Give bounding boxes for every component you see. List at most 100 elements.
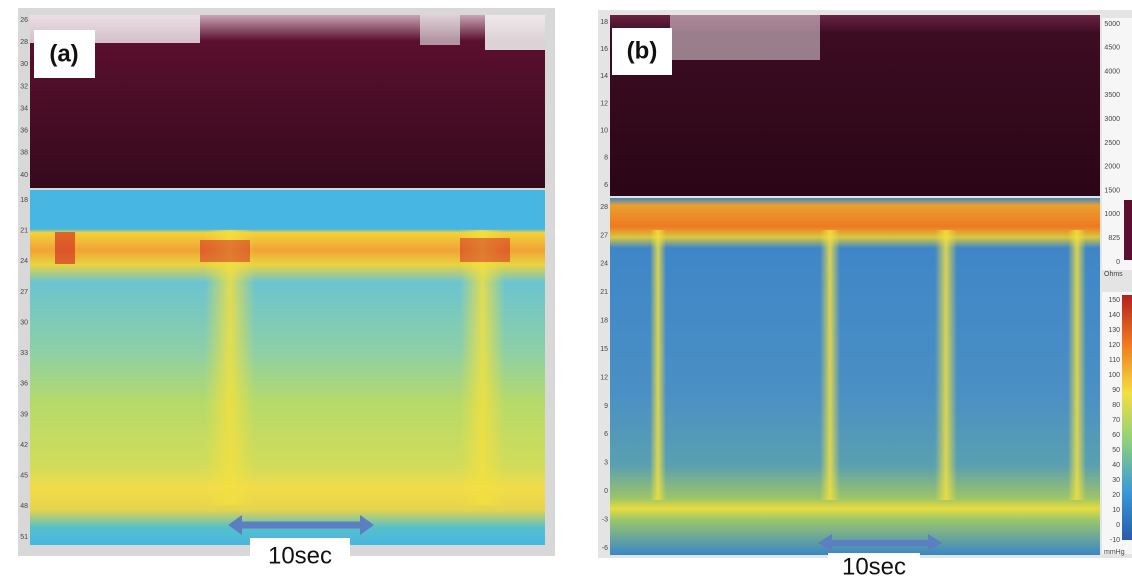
scale-label: 10sec [842, 553, 906, 580]
pressure-stripe [205, 230, 255, 505]
axis-tick-label: 48 [20, 503, 28, 510]
pressure-stripe [935, 230, 957, 500]
axis-tick-label: 50 [1112, 447, 1120, 454]
axis-tick-label: 18 [600, 318, 608, 325]
colorbar-unit: mmHg [1104, 549, 1125, 556]
impedance-highlight [485, 15, 545, 50]
label-box [34, 30, 95, 78]
axis-tick-label: 2000 [1104, 164, 1120, 171]
axis-tick-label: 30 [1112, 477, 1120, 484]
axis-tick-label: 120 [1108, 342, 1120, 349]
axis-tick-label: 12 [600, 374, 608, 381]
axis-tick-label: 16 [600, 46, 608, 53]
axis-tick-label: 28 [600, 204, 608, 211]
scale-arrowhead [928, 534, 942, 552]
axis-tick-label: 0 [604, 488, 608, 495]
axis-tick-label: -3 [602, 516, 608, 523]
pressure-map [610, 198, 1100, 555]
axis-tick-label: 825 [1108, 235, 1120, 242]
axis-tick-label: 3500 [1104, 92, 1120, 99]
axis-tick-label: 10 [1112, 507, 1120, 514]
panel-a: (a) 10sec [18, 8, 555, 576]
panel-label: (b) [627, 37, 658, 64]
axis-tick-label: 30 [20, 61, 28, 68]
axis-tick-label: 36 [20, 128, 28, 135]
axis-tick-label: 1000 [1104, 211, 1120, 218]
axis-tick-label: 24 [20, 258, 28, 265]
axis-tick-label: 42 [20, 442, 28, 449]
impedance-highlight [420, 15, 460, 45]
axis-tick-label: 51 [20, 534, 28, 541]
axis-tick-label: 12 [600, 100, 608, 107]
axis-tick-label: -10 [1110, 537, 1120, 544]
panel-b: (b) 10sec [598, 10, 1132, 581]
axis-tick-label: 0 [1116, 522, 1120, 529]
axis-tick-label: 30 [20, 319, 28, 326]
axis-tick-label: 21 [20, 227, 28, 234]
axis-tick-label: 20 [1112, 492, 1120, 499]
axis-tick-label: 36 [20, 381, 28, 388]
axis-tick-label: 3 [604, 460, 608, 467]
scale-box [250, 538, 350, 576]
scale-arrowhead [818, 534, 832, 552]
impedance-highlight [670, 15, 820, 60]
axis-tick-label: 32 [20, 83, 28, 90]
axis-tick-label: 18 [20, 197, 28, 204]
pressure-colorbar-fill [1122, 295, 1132, 540]
axis-tick-label: 21 [600, 289, 608, 296]
axis-tick-label: 38 [20, 150, 28, 157]
axis-tick-label: 0 [1116, 259, 1120, 266]
axis-tick-label: 70 [1112, 417, 1120, 424]
axis-tick-label: 6 [604, 182, 608, 189]
label-box [612, 28, 672, 75]
axis-tick-label: 4500 [1104, 45, 1120, 52]
axis-tick-label: 26 [20, 17, 28, 24]
scale-label: 10sec [268, 542, 332, 569]
axis-tick-label: 1500 [1104, 187, 1120, 194]
axis-tick-label: 40 [20, 172, 28, 179]
axis-tick-label: 39 [20, 411, 28, 418]
scale-arrowhead [360, 515, 374, 535]
axis-tick-label: 9 [604, 403, 608, 410]
axis-tick-label: 60 [1112, 432, 1120, 439]
pressure-peak [55, 232, 75, 264]
axis-tick-label: 18 [600, 19, 608, 26]
axis-tick-label: 14 [600, 73, 608, 80]
axis-tick-label: 34 [20, 105, 28, 112]
impedance-colorbar-fill [1124, 200, 1132, 260]
pressure-peak [200, 240, 250, 262]
axis-tick-label: 150 [1108, 297, 1120, 304]
axis-tick-label: 90 [1112, 387, 1120, 394]
axis-tick-label: 5000 [1104, 21, 1120, 28]
axis-tick-label: 4000 [1104, 68, 1120, 75]
axis-tick-label: 40 [1112, 462, 1120, 469]
axis-tick-label: 3000 [1104, 116, 1120, 123]
axis-tick-label: 33 [20, 350, 28, 357]
axis-tick-label: 2500 [1104, 140, 1120, 147]
pressure-stripe [460, 230, 505, 505]
axis-tick-label: 24 [600, 261, 608, 268]
axis-tick-label: 15 [600, 346, 608, 353]
pressure-peak [460, 238, 510, 262]
pressure-stripe [650, 230, 666, 500]
colorbar-unit: Ohms [1104, 271, 1123, 278]
axis-tick-label: 27 [600, 232, 608, 239]
pressure-stripe [820, 230, 840, 500]
axis-tick-label: -6 [602, 545, 608, 552]
scale-box [828, 553, 920, 581]
panel-label: (a) [49, 40, 78, 67]
scale-arrowhead [228, 515, 242, 535]
axis-tick-label: 130 [1108, 327, 1120, 334]
axis-tick-label: 100 [1108, 372, 1120, 379]
pressure-map [30, 190, 545, 545]
axis-tick-label: 8 [604, 155, 608, 162]
axis-tick-label: 28 [20, 39, 28, 46]
axis-tick-label: 27 [20, 289, 28, 296]
axis-tick-label: 140 [1108, 312, 1120, 319]
axis-tick-label: 6 [604, 431, 608, 438]
axis-tick-label: 10 [600, 128, 608, 135]
pressure-stripe [1068, 230, 1086, 500]
axis-tick-label: 80 [1112, 402, 1120, 409]
axis-tick-label: 110 [1109, 357, 1120, 364]
